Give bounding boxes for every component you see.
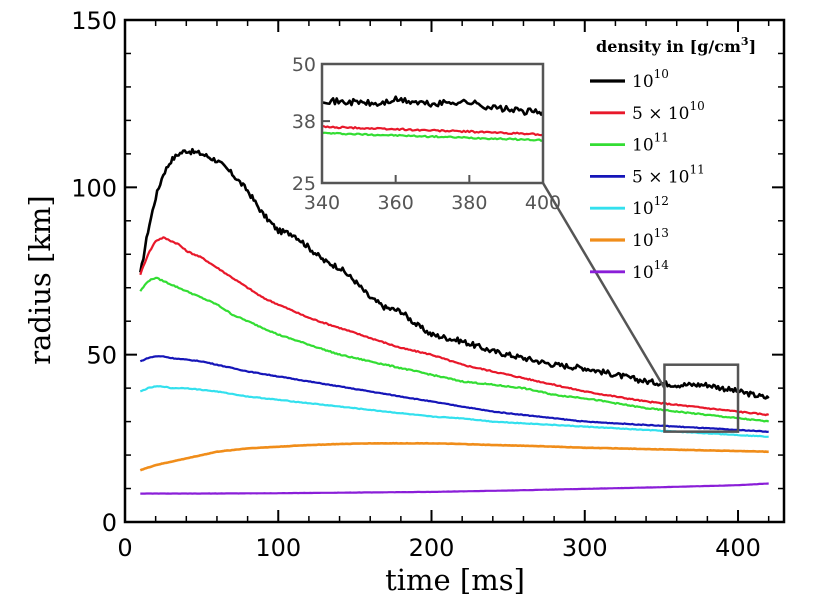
x-tick-label-1: 100 <box>255 534 301 562</box>
legend-label-base-0: 10 <box>632 72 654 92</box>
legend-label-sup-0: 10 <box>654 67 669 81</box>
legend-label-sup-6: 14 <box>654 258 670 272</box>
inset-series-group <box>322 95 543 142</box>
inset-x-tick-label-2: 380 <box>451 192 487 214</box>
legend-title-superscript: 3 <box>741 35 749 48</box>
x-axis-title: time [ms] <box>385 563 525 597</box>
legend-label-sup-2: 11 <box>654 131 669 145</box>
inset-series-line-1 <box>322 125 543 137</box>
legend-label-5: 1013 <box>632 226 669 251</box>
y-tick-label-3: 150 <box>71 7 117 35</box>
legend-label-3: 5 × 1011 <box>632 162 705 187</box>
legend-label-base-3: 5 × 10 <box>632 167 690 187</box>
legend-label-sup-1: 10 <box>690 99 705 113</box>
zoom-indicator-group <box>541 182 740 433</box>
legend-label-base-6: 10 <box>632 263 654 283</box>
zoom-connector-line <box>541 182 666 389</box>
inset-plot-group: 340 360 380 400 25 38 50 <box>292 54 561 214</box>
main-series-group <box>139 147 770 495</box>
legend-label-0: 1010 <box>632 67 669 92</box>
main-axes-group: 0 100 200 300 400 0 50 100 150 <box>71 7 786 562</box>
inset-y-tick-label-0: 25 <box>292 173 316 195</box>
legend-label-base-4: 10 <box>632 199 654 219</box>
legend-title: density in [g/cm3] <box>596 35 756 56</box>
inset-series-line-2 <box>322 131 543 142</box>
legend-label-base-5: 10 <box>632 231 654 251</box>
inset-x-tick-label-0: 340 <box>304 192 340 214</box>
inset-y-tick-label-2: 50 <box>292 54 316 76</box>
y-axis-title: radius [km] <box>23 195 57 364</box>
x-tick-label-3: 300 <box>562 534 608 562</box>
plot-frame <box>123 18 786 524</box>
zoom-box <box>663 363 740 433</box>
legend-label-sup-4: 12 <box>654 194 669 208</box>
inset-background <box>322 64 543 183</box>
series-line-6 <box>140 482 769 495</box>
y-tick-label-1: 50 <box>86 342 117 370</box>
legend-label-base-1: 5 × 10 <box>632 104 690 124</box>
x-tick-label-0: 0 <box>117 534 132 562</box>
legend-label-sup-5: 13 <box>654 226 669 240</box>
legend-label-1: 5 × 1010 <box>632 99 705 124</box>
x-tick-label-4: 400 <box>715 534 761 562</box>
series-line-5 <box>139 441 769 472</box>
legend-label-4: 1012 <box>632 194 669 219</box>
inset-x-tick-label-3: 400 <box>525 192 561 214</box>
inset-frame <box>320 62 545 185</box>
legend-label-6: 1014 <box>632 258 669 283</box>
legend-label-2: 1011 <box>632 131 669 156</box>
y-tick-label-0: 0 <box>102 509 117 537</box>
inset-y-tick-label-1: 38 <box>292 111 316 133</box>
x-tick-label-2: 200 <box>409 534 455 562</box>
inset-x-tick-label-1: 360 <box>378 192 414 214</box>
y-tick-label-2: 100 <box>71 174 117 202</box>
legend-title-suffix: ] <box>749 37 757 56</box>
inset-series-line-0 <box>322 95 543 116</box>
legend-label-base-2: 10 <box>632 136 654 156</box>
legend-label-sup-3: 11 <box>690 162 705 176</box>
